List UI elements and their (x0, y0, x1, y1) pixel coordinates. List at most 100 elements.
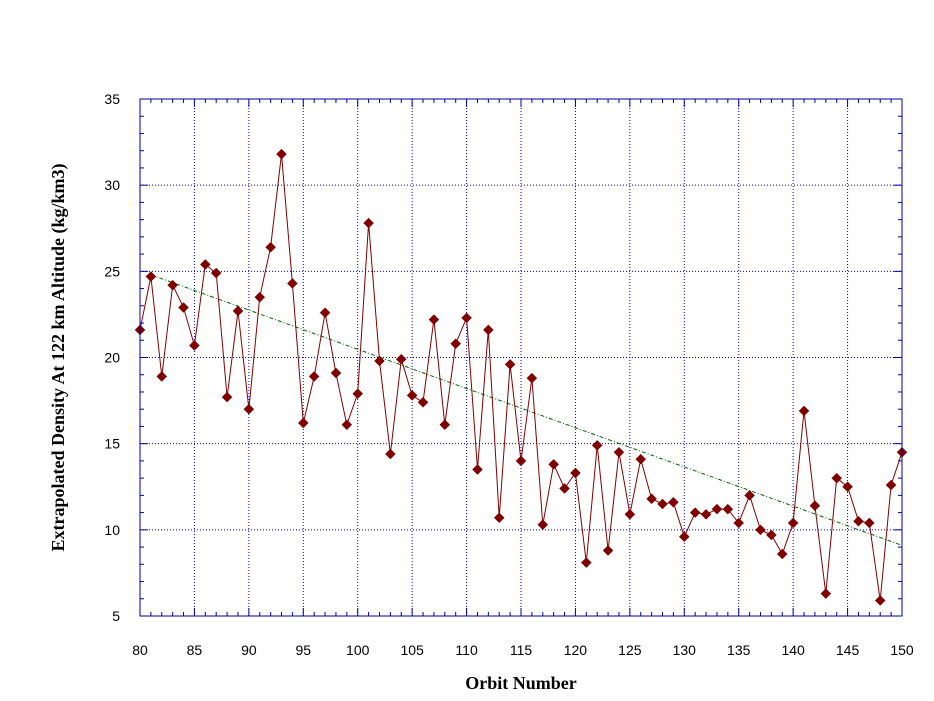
data-point (657, 498, 668, 510)
data-point (787, 517, 799, 529)
data-point (580, 557, 592, 568)
data-point (330, 367, 342, 379)
x-tick-label: 120 (564, 642, 588, 658)
data-point (319, 307, 331, 319)
data-point (406, 390, 418, 401)
data-point (243, 403, 255, 415)
data-point (624, 508, 636, 520)
x-tick-label: 125 (618, 642, 642, 658)
data-point (863, 517, 875, 529)
data-point (178, 302, 189, 313)
data-point (385, 448, 396, 460)
data-point (613, 446, 625, 458)
x-tick-label: 95 (295, 642, 311, 658)
data-point (221, 391, 233, 403)
x-tick-labels: 80 85 90 95 100 105 110 115 120 125 130 135 140 145 15… (132, 642, 914, 658)
y-tick-label: 25 (104, 263, 120, 279)
data-point (646, 493, 657, 505)
data-point (417, 396, 429, 408)
data-point (591, 440, 603, 451)
data-point (842, 481, 853, 493)
data-point (722, 503, 734, 515)
data-point (635, 453, 647, 465)
x-tick-label: 105 (400, 642, 424, 658)
data-point (472, 464, 483, 475)
data-point (189, 340, 200, 351)
series-line (139, 154, 903, 601)
data-point (504, 359, 516, 370)
data-point (548, 458, 560, 470)
data-point (232, 305, 244, 317)
data-point (308, 371, 320, 382)
data-point (700, 508, 712, 520)
y-tick-label: 35 (104, 91, 120, 107)
x-tick-label: 140 (781, 642, 805, 658)
x-tick-label: 145 (836, 642, 860, 658)
x-tick-label: 80 (132, 642, 148, 658)
x-axis-title: Orbit Number (465, 673, 577, 693)
data-point (374, 355, 385, 367)
data-point (798, 405, 810, 417)
y-tick-label: 20 (104, 350, 120, 366)
x-tick-label: 90 (241, 642, 257, 658)
data-point (450, 338, 462, 350)
data-point (167, 279, 179, 291)
data-point (276, 148, 287, 160)
data-point (809, 500, 821, 512)
x-tick-label: 150 (890, 642, 914, 658)
data-point (766, 529, 777, 541)
data-point (265, 241, 276, 253)
data-point (689, 507, 701, 518)
x-tick-label: 135 (727, 642, 751, 658)
x-tick-label: 115 (510, 642, 533, 658)
data-point (744, 490, 755, 501)
data-point (831, 472, 843, 484)
data-point (853, 515, 864, 527)
data-point (493, 512, 505, 524)
data-point (363, 217, 374, 229)
data-line-layer (139, 154, 903, 601)
x-tick-label: 85 (187, 642, 203, 658)
y-axis-title: Extrapolated Density At 122 km Altitude … (48, 163, 69, 551)
data-point (482, 324, 494, 336)
data-point (210, 267, 222, 279)
data-point (352, 388, 364, 400)
grid-lines (140, 99, 902, 616)
data-point (711, 503, 723, 515)
data-point (156, 371, 168, 382)
data-point (297, 417, 309, 429)
data-point (439, 419, 451, 431)
y-tick-label: 10 (104, 522, 120, 538)
y-tick-label: 15 (104, 436, 120, 452)
data-point (678, 531, 690, 543)
data-point (145, 271, 157, 282)
data-point (820, 588, 832, 599)
x-tick-label: 100 (346, 642, 370, 658)
data-point (668, 496, 679, 508)
data-point (341, 419, 353, 431)
data-point (537, 519, 549, 531)
data-point (428, 314, 440, 325)
data-point (733, 517, 745, 529)
y-tick-label: 30 (104, 177, 120, 193)
data-point (199, 259, 211, 270)
data-point (885, 479, 897, 491)
data-point (874, 595, 886, 606)
y-tick-labels: 5 10 15 20 25 30 35 (104, 91, 120, 624)
x-tick-label: 110 (455, 642, 478, 658)
trend-line (150, 274, 903, 546)
trend-line-layer (150, 274, 903, 546)
data-point (570, 467, 581, 479)
data-point (254, 291, 266, 303)
data-point (395, 353, 407, 365)
data-point (287, 278, 298, 289)
plot-frame (139, 98, 903, 617)
x-tick-label: 130 (673, 642, 697, 658)
data-point (526, 372, 538, 384)
data-point (461, 312, 472, 324)
data-point (755, 524, 766, 536)
data-point (602, 545, 614, 556)
y-tick-label: 5 (112, 608, 120, 624)
data-point (515, 455, 527, 467)
